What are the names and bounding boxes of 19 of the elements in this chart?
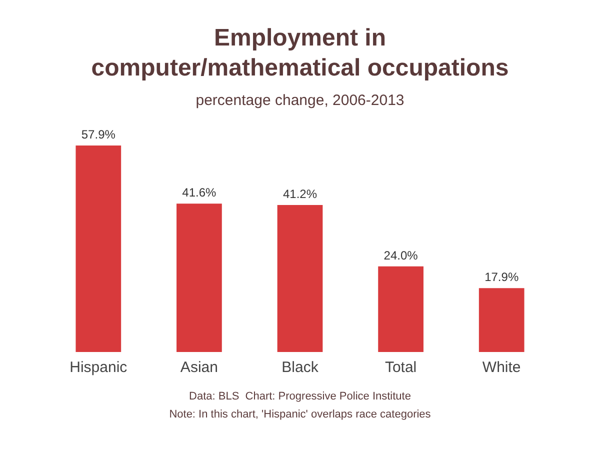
bar bbox=[277, 205, 323, 352]
data-label: 57.9% bbox=[81, 127, 116, 142]
data-label: 17.9% bbox=[484, 270, 519, 284]
bar bbox=[176, 204, 222, 352]
x-tick-label: Asian bbox=[180, 359, 218, 376]
data-label: 41.6% bbox=[182, 186, 217, 200]
x-tick-label: White bbox=[482, 359, 521, 376]
text: Note: In this chart, 'Hispanic' overlaps race categories bbox=[169, 408, 432, 420]
x-tick-label: Total bbox=[384, 359, 417, 376]
bar bbox=[378, 266, 424, 352]
x-tick-label: Hispanic bbox=[70, 359, 128, 376]
x-tick-label: Black bbox=[282, 359, 319, 376]
bar bbox=[478, 288, 524, 352]
chart-title: Employment in computer/mathematical occupations bbox=[91, 24, 509, 82]
chart-subtitle: percentage change, 2006-2013 bbox=[196, 92, 404, 109]
bar bbox=[76, 145, 122, 352]
data-label: 41.2% bbox=[282, 187, 318, 202]
data-label: 24.0% bbox=[384, 248, 418, 262]
text: Data: BLS Chart: Progressive Police Institute bbox=[189, 390, 411, 402]
